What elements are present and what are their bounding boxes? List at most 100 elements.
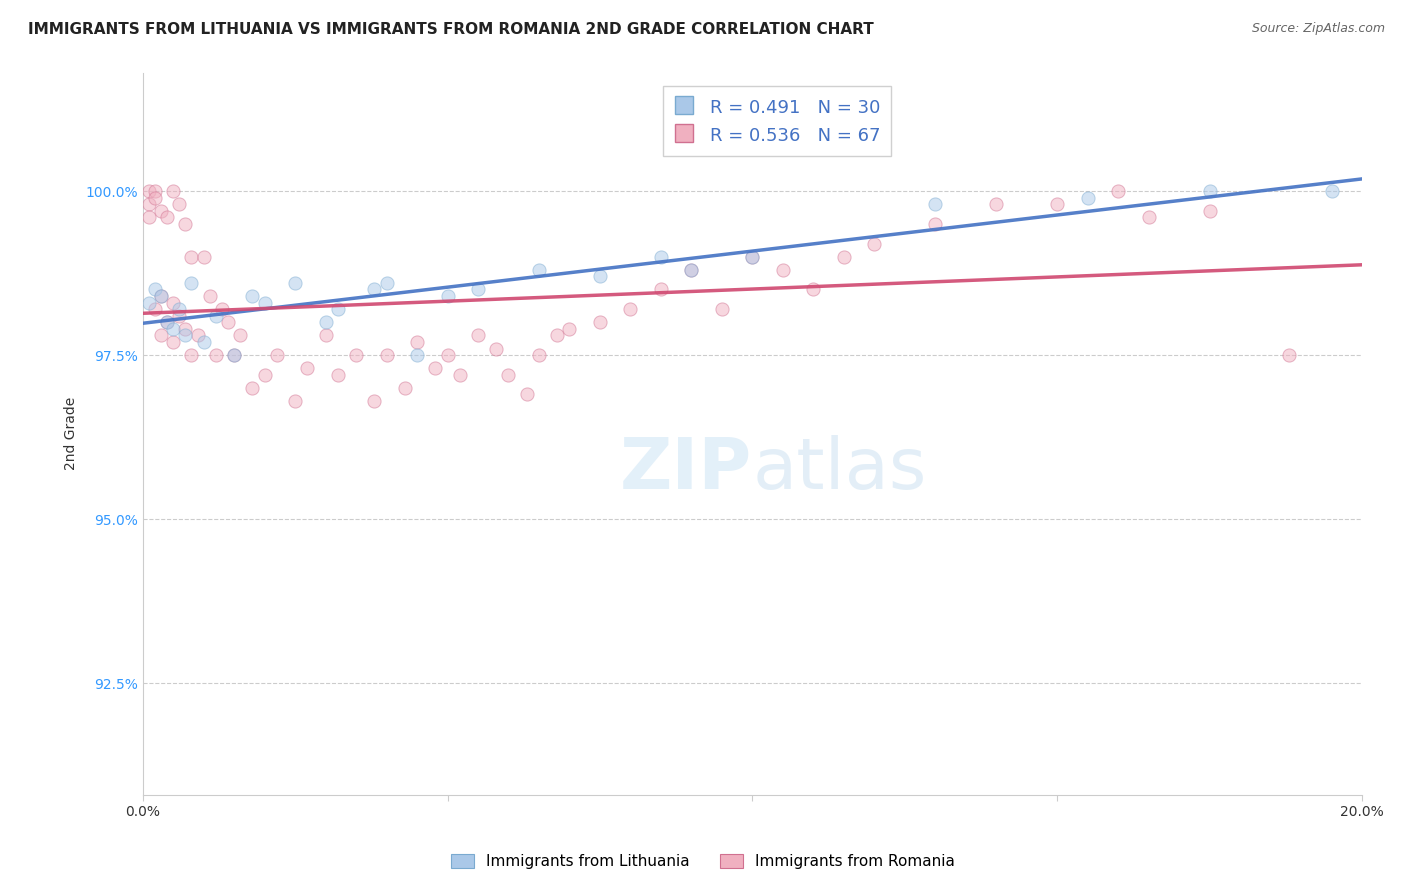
Point <box>1077 191 1099 205</box>
Point <box>284 394 307 409</box>
Point <box>467 328 489 343</box>
Point <box>180 250 202 264</box>
Point <box>527 262 550 277</box>
Point <box>772 262 794 277</box>
Point <box>174 217 197 231</box>
Text: atlas: atlas <box>752 435 927 504</box>
Point <box>619 302 641 317</box>
Point <box>589 269 612 284</box>
Point <box>650 283 672 297</box>
Point <box>174 322 197 336</box>
Point <box>162 295 184 310</box>
Point <box>375 276 398 290</box>
Point <box>801 283 824 297</box>
Point <box>326 368 349 382</box>
Point <box>138 295 160 310</box>
Point <box>1107 184 1129 198</box>
Point <box>253 295 276 310</box>
Point <box>149 328 172 343</box>
Point <box>193 250 215 264</box>
Point <box>315 315 337 329</box>
Point <box>315 328 337 343</box>
Point <box>156 315 179 329</box>
Point <box>986 197 1008 211</box>
Point <box>527 348 550 362</box>
Point <box>138 197 160 211</box>
Point <box>681 262 703 277</box>
Point <box>211 302 233 317</box>
Point <box>449 368 471 382</box>
Point <box>924 197 946 211</box>
Point <box>363 394 385 409</box>
Point <box>1198 184 1220 198</box>
Point <box>284 276 307 290</box>
Point <box>242 381 264 395</box>
Point <box>650 250 672 264</box>
Point <box>425 361 447 376</box>
Point <box>167 309 190 323</box>
Point <box>1320 184 1343 198</box>
Point <box>224 348 246 362</box>
Point <box>1278 348 1301 362</box>
Point <box>375 348 398 362</box>
Legend: Immigrants from Lithuania, Immigrants from Romania: Immigrants from Lithuania, Immigrants fr… <box>444 847 962 875</box>
Text: IMMIGRANTS FROM LITHUANIA VS IMMIGRANTS FROM ROMANIA 2ND GRADE CORRELATION CHART: IMMIGRANTS FROM LITHUANIA VS IMMIGRANTS … <box>28 22 875 37</box>
Point <box>924 217 946 231</box>
Point <box>162 184 184 198</box>
Point <box>266 348 288 362</box>
Point <box>138 184 160 198</box>
Point <box>1198 203 1220 218</box>
Point <box>174 328 197 343</box>
Point <box>149 289 172 303</box>
Point <box>143 283 166 297</box>
Point <box>363 283 385 297</box>
Point <box>204 309 226 323</box>
Point <box>167 302 190 317</box>
Legend: R = 0.491   N = 30, R = 0.536   N = 67: R = 0.491 N = 30, R = 0.536 N = 67 <box>662 86 891 156</box>
Point <box>180 348 202 362</box>
Point <box>180 276 202 290</box>
Point <box>143 184 166 198</box>
Point <box>193 334 215 349</box>
Point <box>741 250 763 264</box>
Point <box>741 250 763 264</box>
Point <box>498 368 520 382</box>
Point <box>436 348 458 362</box>
Text: Source: ZipAtlas.com: Source: ZipAtlas.com <box>1251 22 1385 36</box>
Y-axis label: 2nd Grade: 2nd Grade <box>65 397 79 470</box>
Point <box>162 322 184 336</box>
Point <box>143 191 166 205</box>
Point <box>253 368 276 382</box>
Point <box>1046 197 1069 211</box>
Point <box>162 334 184 349</box>
Point <box>297 361 319 376</box>
Point <box>406 348 429 362</box>
Point <box>224 348 246 362</box>
Point <box>229 328 252 343</box>
Point <box>186 328 208 343</box>
Point <box>832 250 855 264</box>
Point <box>198 289 221 303</box>
Point <box>156 315 179 329</box>
Point <box>344 348 367 362</box>
Point <box>143 302 166 317</box>
Point <box>1137 211 1160 225</box>
Point <box>863 236 886 251</box>
Point <box>149 289 172 303</box>
Point <box>394 381 416 395</box>
Point <box>156 211 179 225</box>
Point <box>406 334 429 349</box>
Point <box>485 342 508 356</box>
Point <box>326 302 349 317</box>
Point <box>149 203 172 218</box>
Point <box>589 315 612 329</box>
Point <box>558 322 581 336</box>
Text: ZIP: ZIP <box>620 435 752 504</box>
Point <box>204 348 226 362</box>
Point <box>516 387 538 401</box>
Point <box>710 302 733 317</box>
Point <box>467 283 489 297</box>
Point <box>546 328 568 343</box>
Point <box>217 315 239 329</box>
Point <box>138 211 160 225</box>
